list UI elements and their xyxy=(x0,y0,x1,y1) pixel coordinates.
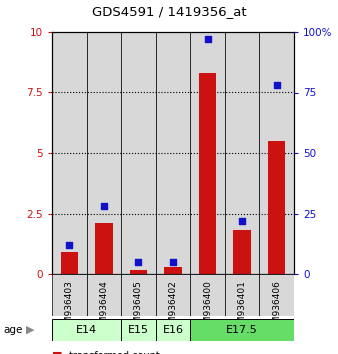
Bar xyxy=(234,230,251,274)
Bar xyxy=(156,319,190,341)
Text: GSM936406: GSM936406 xyxy=(272,280,281,335)
Text: GSM936404: GSM936404 xyxy=(99,280,108,335)
Text: GSM936405: GSM936405 xyxy=(134,280,143,335)
Text: E17.5: E17.5 xyxy=(226,325,258,335)
Bar xyxy=(121,319,156,341)
Point xyxy=(101,204,106,209)
Bar xyxy=(190,274,225,316)
Bar xyxy=(225,274,260,316)
Point xyxy=(274,82,280,88)
Bar xyxy=(268,141,285,274)
Bar xyxy=(95,223,113,274)
Text: transformed count: transformed count xyxy=(69,351,160,354)
Bar xyxy=(164,267,182,274)
Bar xyxy=(156,32,190,274)
Text: age: age xyxy=(3,325,23,335)
Bar xyxy=(87,274,121,316)
Text: ▶: ▶ xyxy=(26,325,34,335)
Text: GSM936403: GSM936403 xyxy=(65,280,74,335)
Point xyxy=(239,218,245,224)
Text: E15: E15 xyxy=(128,325,149,335)
Point xyxy=(170,259,176,265)
Point xyxy=(67,242,72,248)
Bar xyxy=(260,274,294,316)
Bar xyxy=(121,274,156,316)
Text: E16: E16 xyxy=(163,325,184,335)
Bar xyxy=(61,252,78,274)
Bar xyxy=(52,274,87,316)
Bar xyxy=(52,32,87,274)
Text: GSM936401: GSM936401 xyxy=(238,280,247,335)
Text: ■: ■ xyxy=(52,351,63,354)
Bar xyxy=(156,274,190,316)
Bar xyxy=(130,270,147,274)
Bar xyxy=(260,32,294,274)
Bar xyxy=(121,32,156,274)
Bar xyxy=(87,32,121,274)
Point xyxy=(136,259,141,265)
Bar xyxy=(225,32,260,274)
Text: GSM936402: GSM936402 xyxy=(169,280,177,335)
Text: GDS4591 / 1419356_at: GDS4591 / 1419356_at xyxy=(92,5,246,18)
Bar xyxy=(52,319,121,341)
Text: E14: E14 xyxy=(76,325,97,335)
Text: GSM936400: GSM936400 xyxy=(203,280,212,335)
Bar xyxy=(190,319,294,341)
Bar xyxy=(190,32,225,274)
Point xyxy=(205,36,210,42)
Bar xyxy=(199,73,216,274)
